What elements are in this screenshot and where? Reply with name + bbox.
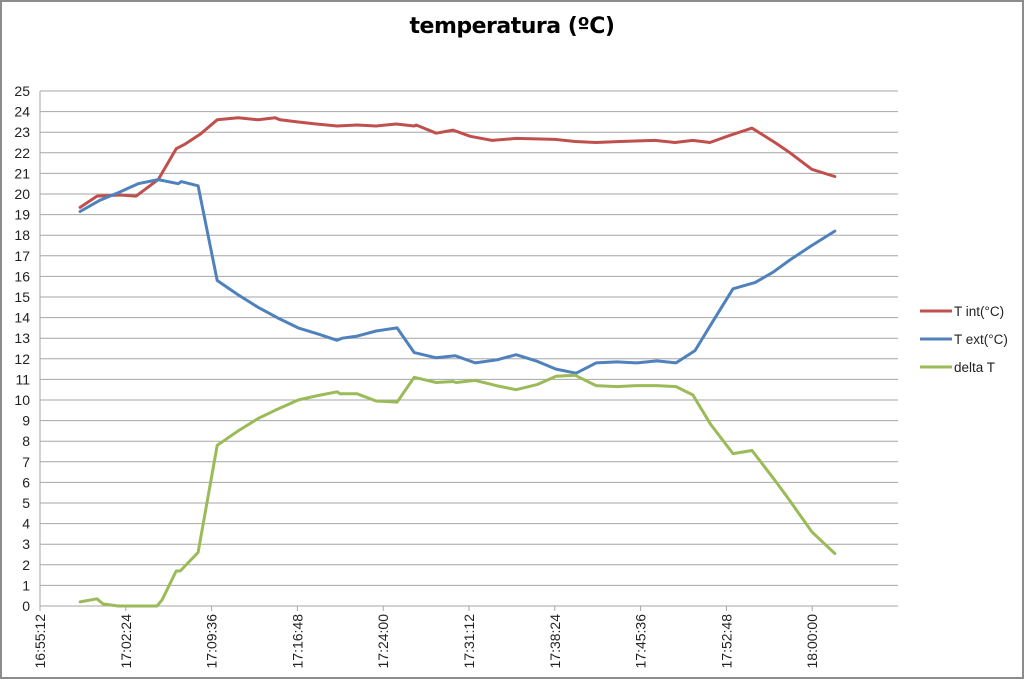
series-line-delta-t [78,373,837,608]
y-tick-label: 21 [14,165,30,181]
y-tick-label: 18 [14,227,30,243]
y-tick-label: 24 [14,104,30,120]
x-tick-label: 17:45:36 [633,614,649,669]
series-points-2 [80,375,835,606]
x-tick-label: 17:38:24 [547,614,563,669]
x-tick-label: 17:09:36 [204,614,220,669]
y-tick-label: 2 [22,557,30,573]
x-tick-label: 16:55:12 [32,614,48,669]
y-axis-ticks: 0123456789101112131415161718192021222324… [14,83,30,614]
x-tick-label: 17:31:12 [461,614,477,669]
legend-label: T ext(°C) [954,332,1008,347]
legend-item: delta T [920,360,995,375]
y-tick-label: 16 [14,268,30,284]
y-tick-label: 6 [22,474,30,490]
x-tick-label: 17:24:00 [375,614,391,669]
y-tick-label: 13 [14,330,30,346]
y-tick-label: 7 [22,454,30,470]
y-tick-label: 19 [14,207,30,223]
y-tick-label: 14 [14,310,30,326]
y-tick-label: 1 [22,577,30,593]
x-axis: 16:55:12 17:02:24 17:09:36 17:16:48 17:24:00… [32,91,898,669]
chart-title: temperatura (ºC) [409,14,615,39]
x-tick-label: 18:00:00 [804,614,820,669]
y-tick-label: 5 [22,495,30,511]
y-tick-label: 23 [14,124,30,140]
x-tick-label: 17:16:48 [289,614,305,669]
gridlines [40,90,898,607]
y-tick-label: 10 [14,392,30,408]
series-lines [78,116,837,608]
y-tick-label: 0 [22,598,30,614]
y-tick-label: 4 [22,516,30,532]
y-tick-label: 3 [22,536,30,552]
y-tick-label: 17 [14,248,30,264]
y-tick-label: 9 [22,413,30,429]
x-tick-label: 17:02:24 [118,614,134,669]
x-tick-label: 17:52:48 [718,614,734,669]
y-tick-label: 22 [14,145,30,161]
y-tick-label: 11 [15,371,30,387]
legend-item: T ext(°C) [920,332,1008,347]
legend-item: T int(°C) [920,304,1004,319]
legend-label: delta T [954,360,995,375]
y-tick-label: 8 [22,433,30,449]
series-line-t-ext-c [78,178,837,375]
legend: T int(°C) T ext(°C) delta T [920,304,1008,375]
series-line-t-int-c [78,116,837,209]
y-tick-label: 20 [14,186,30,202]
legend-label: T int(°C) [954,304,1004,319]
y-tick-label: 25 [14,83,30,99]
y-tick-label: 15 [14,289,30,305]
y-tick-label: 12 [14,351,30,367]
